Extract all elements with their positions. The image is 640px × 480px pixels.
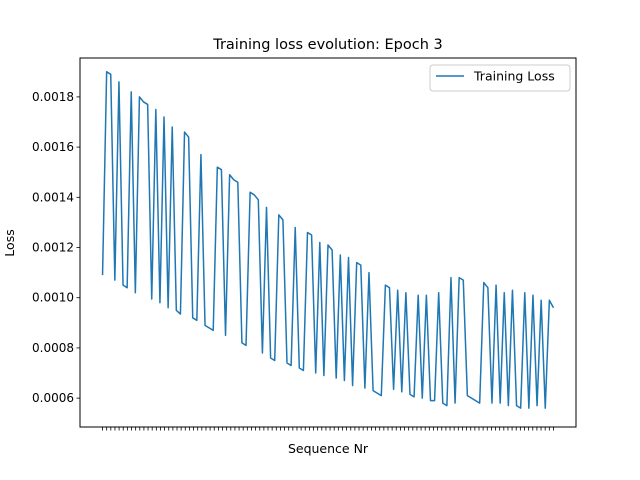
x-axis-label: Sequence Nr <box>288 441 369 456</box>
y-axis-label: Loss <box>2 229 17 256</box>
y-tick-label: 0.0016 <box>32 140 74 154</box>
y-tick-label: 0.0010 <box>32 291 74 305</box>
y-tick-label: 0.0018 <box>32 90 74 104</box>
plot-layer <box>101 71 555 409</box>
legend-label-training-loss: Training Loss <box>473 69 555 84</box>
plot-frame <box>79 57 577 428</box>
y-tick-label: 0.0008 <box>32 341 74 355</box>
series-line-training-loss <box>101 71 555 409</box>
legend-box <box>429 64 571 92</box>
x-axis <box>102 427 554 431</box>
y-tick-label: 0.0006 <box>32 391 74 405</box>
y-tick-label: 0.0014 <box>32 190 74 204</box>
chart-title: Training loss evolution: Epoch 3 <box>212 37 443 53</box>
legend: Training Loss <box>429 64 571 92</box>
y-axis: 0.0006 0.0008 0.0010 0.0012 0.0014 0.0016 0.00… <box>32 90 80 405</box>
y-tick-label: 0.0012 <box>32 241 74 255</box>
